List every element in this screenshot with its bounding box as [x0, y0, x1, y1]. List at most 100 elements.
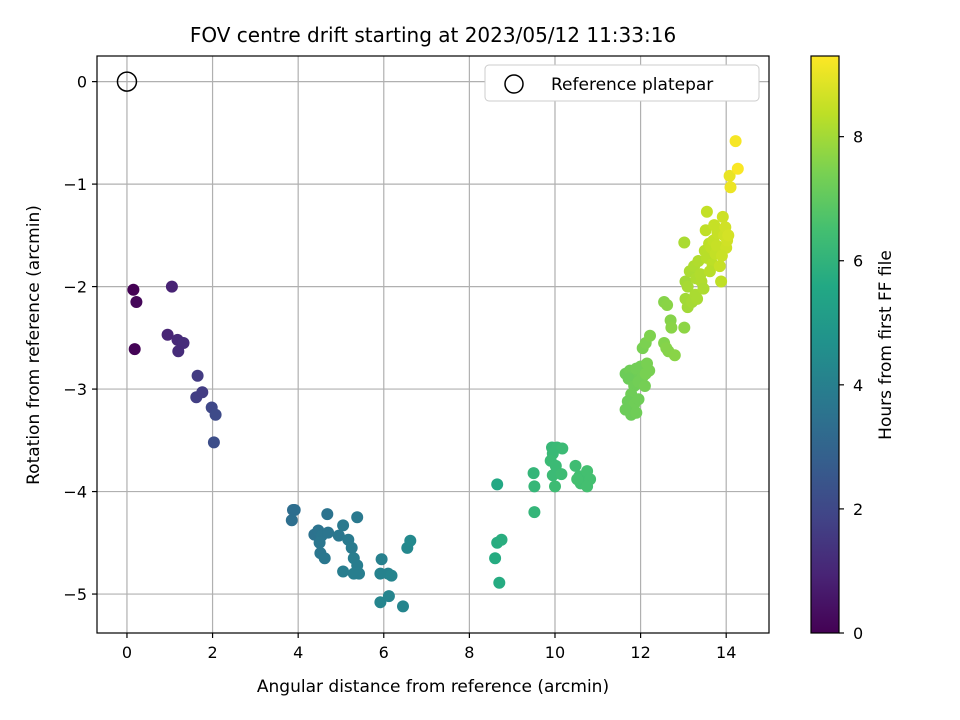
- x-tick-label: 2: [207, 643, 217, 662]
- x-tick-label: 12: [630, 643, 650, 662]
- data-point: [729, 135, 742, 148]
- data-point: [321, 508, 334, 521]
- legend-box: [484, 64, 760, 102]
- data-point: [397, 600, 409, 613]
- data-point: [288, 504, 301, 516]
- data-point: [375, 553, 388, 566]
- data-point: [665, 321, 678, 334]
- x-tick-label: 4: [293, 643, 303, 662]
- data-point: [668, 349, 681, 362]
- data-point: [644, 329, 656, 342]
- colorbar: 0 2 4 6 8 Hours from first FF file: [810, 55, 896, 643]
- data-point: [528, 480, 541, 493]
- data-point: [713, 260, 726, 273]
- x-axis-ticks: 0 2 4 6 8 10 12 14: [122, 633, 736, 662]
- data-point: [345, 541, 358, 554]
- y-axis-title: Rotation from reference (arcmin): [24, 205, 44, 485]
- x-tick-label: 14: [716, 643, 736, 662]
- data-point: [165, 280, 178, 293]
- data-point: [351, 511, 364, 524]
- data-point: [130, 296, 143, 308]
- data-point: [209, 408, 222, 421]
- data-point: [347, 567, 360, 580]
- data-point: [681, 280, 694, 293]
- y-tick-label: 0: [77, 73, 87, 92]
- data-point: [385, 569, 398, 582]
- data-point: [337, 565, 350, 578]
- data-point: [700, 205, 713, 218]
- data-point: [731, 162, 744, 175]
- x-axis-title: Angular distance from reference (arcmin): [257, 677, 609, 697]
- data-point: [638, 380, 651, 392]
- colorbar-tick-label: 0: [853, 624, 863, 643]
- data-point: [161, 328, 174, 341]
- data-point: [322, 526, 335, 539]
- grid: [97, 56, 769, 633]
- data-point: [491, 478, 504, 491]
- data-point: [722, 229, 735, 242]
- data-point: [710, 239, 723, 252]
- y-tick-label: −5: [63, 585, 87, 604]
- y-tick-label: −4: [63, 483, 87, 502]
- data-point: [527, 467, 540, 480]
- data-point: [318, 552, 331, 565]
- data-point: [337, 519, 350, 532]
- data-point: [493, 576, 506, 589]
- legend-label-reference-platepar: Reference platepar: [551, 75, 713, 95]
- x-tick-label: 10: [545, 643, 565, 662]
- x-tick-label: 6: [379, 643, 389, 662]
- data-point: [555, 468, 568, 481]
- data-point: [661, 299, 674, 311]
- data-point: [678, 321, 691, 334]
- data-point: [172, 345, 185, 358]
- data-point: [196, 386, 209, 399]
- colorbar-title: Hours from first FF file: [876, 250, 896, 440]
- colorbar-tick-label: 2: [853, 500, 863, 519]
- x-tick-label: 0: [122, 643, 132, 662]
- y-tick-label: −2: [63, 278, 87, 297]
- plot-frame: [96, 55, 770, 634]
- data-point: [697, 282, 710, 295]
- data-point: [723, 169, 736, 182]
- data-point: [528, 506, 541, 519]
- data-point: [581, 480, 594, 493]
- data-point: [630, 406, 643, 419]
- data-point: [716, 210, 729, 223]
- data-point: [643, 364, 656, 377]
- colorbar-tick-label: 6: [853, 252, 863, 271]
- data-point: [691, 292, 704, 305]
- colorbar-tick-label: 8: [853, 128, 863, 147]
- legend-marker-open-circle: [504, 74, 524, 94]
- reference-platepar-marker: [116, 71, 138, 92]
- data-point: [715, 249, 728, 262]
- data-point: [285, 514, 298, 527]
- y-tick-label: −1: [63, 175, 87, 194]
- data-point: [207, 436, 220, 449]
- y-axis-ticks: 0 −1 −2 −3 −4 −5: [63, 73, 97, 604]
- data-point: [556, 442, 569, 455]
- data-points: [116, 71, 744, 613]
- data-point: [569, 459, 582, 472]
- data-point: [313, 536, 326, 549]
- data-point: [571, 473, 584, 486]
- data-point: [495, 533, 508, 546]
- colorbar-gradient: [810, 55, 840, 634]
- x-tick-label: 8: [464, 643, 474, 662]
- colorbar-ticks: 0 2 4 6 8: [839, 128, 863, 643]
- data-point: [128, 343, 141, 356]
- data-point: [489, 552, 502, 565]
- data-point: [678, 236, 691, 249]
- colorbar-tick-label: 4: [853, 376, 863, 395]
- data-point: [404, 534, 417, 547]
- legend: Reference platepar: [484, 64, 760, 102]
- data-point: [332, 529, 345, 542]
- data-point: [715, 275, 728, 288]
- data-point: [724, 181, 737, 194]
- y-tick-label: −3: [63, 380, 87, 399]
- data-point: [382, 590, 395, 603]
- data-point: [127, 283, 140, 296]
- data-point: [374, 596, 387, 609]
- chart-title: FOV centre drift starting at 2023/05/12 …: [190, 23, 676, 47]
- data-point: [703, 265, 716, 278]
